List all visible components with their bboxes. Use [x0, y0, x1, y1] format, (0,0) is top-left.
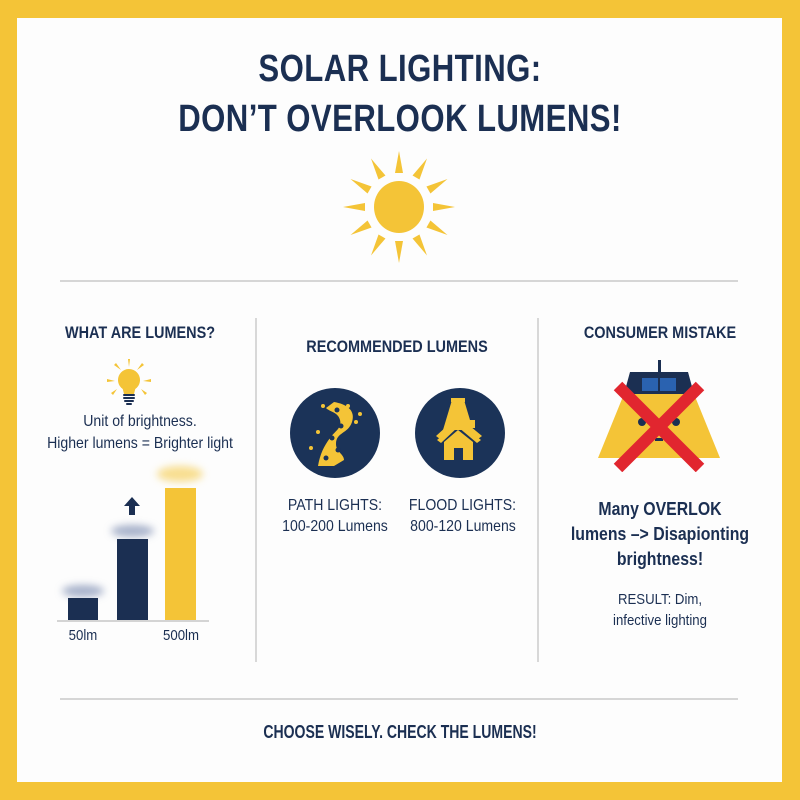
bar-500lm — [165, 488, 196, 621]
bar-glow-2 — [111, 525, 154, 537]
consumer-mistake-heading: CONSUMER MISTAKE — [583, 323, 737, 342]
mistake-line-2: lumens –> Disapionting — [570, 524, 750, 544]
title-line-1: SOLAR LIGHTING: — [258, 48, 542, 90]
top-divider — [60, 280, 738, 282]
path-lights-label: PATH LIGHTS: — [287, 497, 383, 514]
column-divider-2 — [537, 318, 539, 662]
path-lights-value: 100-200 Lumens — [282, 518, 388, 535]
flood-lights-icon — [415, 388, 505, 478]
bar-glow-3 — [157, 466, 203, 482]
bar-glow-1 — [62, 585, 104, 597]
chart-baseline — [57, 620, 209, 622]
up-arrow-icon — [124, 497, 140, 515]
bottom-divider — [60, 698, 738, 700]
title-line-2: DON’T OVERLOOK LUMENS! — [178, 98, 622, 140]
mistake-line-1: Many OVERLOK — [598, 499, 722, 519]
recommended-lumens-heading: RECOMMENDED LUMENS — [306, 337, 488, 356]
lumens-explanation: Higher lumens = Brighter light — [47, 435, 233, 452]
result-line-1: RESULT: Dim, — [617, 591, 703, 608]
result-line-2: infective lighting — [613, 612, 707, 629]
bar-label-50lm: 50lm — [68, 627, 98, 644]
column-divider-1 — [255, 318, 257, 662]
lumens-definition: Unit of brightness. — [83, 413, 197, 430]
flood-lights-value: 800-120 Lumens — [410, 518, 516, 535]
bar-medium — [117, 539, 148, 621]
bar-label-500lm: 500lm — [163, 627, 199, 644]
path-lights-icon — [290, 388, 380, 478]
mistake-line-3: brightness! — [616, 549, 704, 569]
sun-icon — [343, 151, 455, 263]
bar-50lm — [68, 598, 98, 621]
what-are-lumens-heading: WHAT ARE LUMENS? — [64, 323, 216, 342]
footer-callout: CHOOSE WISELY. CHECK THE LUMENS! — [263, 722, 537, 742]
flood-lights-label: FLOOD LIGHTS: — [408, 497, 517, 514]
crossed-out-solar-light-icon — [598, 360, 720, 472]
lightbulb-icon — [107, 359, 151, 405]
